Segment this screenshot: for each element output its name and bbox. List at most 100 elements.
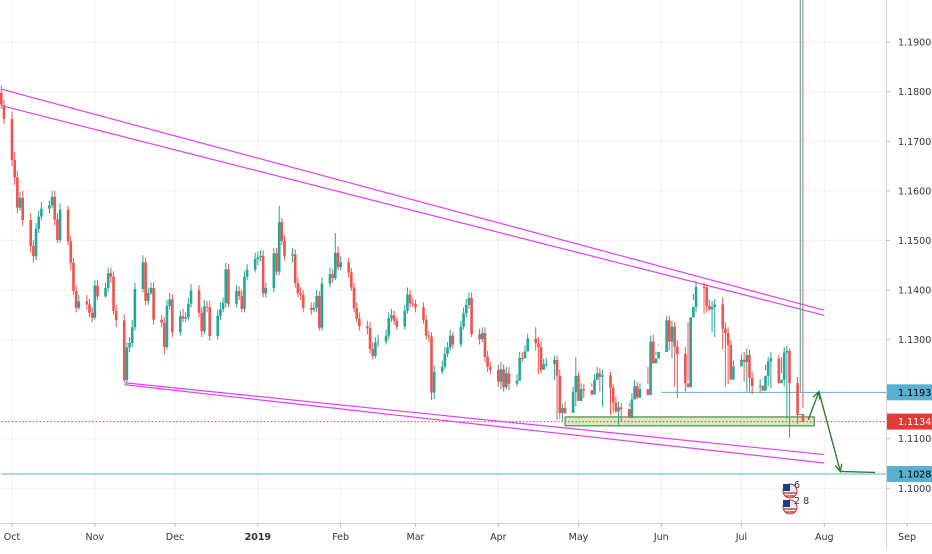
- candle: [646, 366, 650, 396]
- candle-body: [10, 118, 14, 161]
- event-flag-badge[interactable]: 6: [782, 480, 800, 499]
- candle: [673, 322, 676, 387]
- candle: [595, 366, 599, 381]
- candle-body: [619, 407, 623, 409]
- candle: [277, 205, 281, 276]
- candle-body: [34, 229, 38, 257]
- candle-body: [181, 316, 185, 319]
- time-axis[interactable]: Oct Nov Dec 2019 Feb Mar Apr May Jun Jul Aug Sep: [4, 523, 916, 543]
- candle-body: [347, 262, 350, 273]
- candle: [451, 332, 455, 349]
- price-level-layer: [1, 391, 886, 475]
- channel-trendline[interactable]: [124, 382, 825, 456]
- support-zone[interactable]: [564, 416, 815, 427]
- candle: [224, 262, 228, 308]
- candle: [657, 344, 660, 359]
- candle: [708, 299, 711, 311]
- candle-body: [74, 290, 78, 308]
- price-axis[interactable]: 1.19000 1.18000 1.17000 1.16000 1.15000 1.140…: [886, 38, 932, 495]
- candle: [561, 404, 564, 422]
- projection-segment[interactable]: [818, 391, 841, 472]
- candle-body: [130, 327, 134, 344]
- candle: [146, 287, 150, 305]
- candle: [785, 345, 789, 419]
- candle: [726, 327, 730, 385]
- candle: [486, 350, 489, 372]
- candle-body: [542, 364, 546, 370]
- candle-body: [748, 354, 751, 378]
- candle: [163, 317, 166, 355]
- candle-body: [780, 379, 783, 384]
- candle-body: [133, 289, 137, 328]
- candle-body: [243, 276, 246, 309]
- candle: [184, 312, 187, 323]
- candle-body: [539, 347, 543, 370]
- candle-body: [224, 269, 228, 303]
- candle-body: [515, 380, 519, 384]
- projection-segment[interactable]: [840, 470, 876, 474]
- candle-body: [256, 257, 260, 260]
- candle-body: [451, 335, 455, 345]
- candle-body: [676, 346, 679, 354]
- candle-body: [470, 297, 473, 335]
- candle: [526, 333, 529, 352]
- price-tick-label: 1.13000: [898, 335, 932, 346]
- candle-body: [595, 373, 599, 380]
- candle: [638, 383, 642, 399]
- candle: [670, 320, 674, 359]
- candle-body: [296, 283, 300, 294]
- time-tick-label: May: [569, 532, 589, 543]
- candle: [470, 292, 473, 338]
- event-flag-badge[interactable]: 2 8: [782, 496, 809, 515]
- candle: [553, 355, 556, 381]
- candle: [464, 298, 468, 318]
- channel-trendline[interactable]: [1, 105, 825, 316]
- candle: [448, 329, 452, 351]
- candle-body: [686, 383, 690, 388]
- candle: [467, 292, 471, 309]
- candle: [788, 348, 791, 438]
- candle-body: [37, 216, 41, 230]
- candle-body: [165, 305, 169, 348]
- candle: [69, 235, 73, 271]
- candle-body: [705, 287, 709, 306]
- candle: [798, 0, 802, 415]
- candle: [320, 277, 324, 331]
- candle-body: [384, 335, 388, 342]
- channel-trendline[interactable]: [124, 384, 825, 464]
- candle: [179, 310, 182, 336]
- candle-body: [480, 333, 484, 340]
- candle: [459, 320, 463, 348]
- candle: [122, 314, 126, 382]
- candle: [114, 304, 118, 328]
- candle: [280, 218, 284, 246]
- candle-body: [320, 283, 324, 328]
- candle: [200, 307, 204, 338]
- projection-segment[interactable]: [807, 391, 820, 421]
- candle: [427, 330, 431, 343]
- candle: [245, 264, 249, 281]
- candle-body: [483, 333, 487, 357]
- event-badge-count: 6: [794, 480, 800, 491]
- candle-body: [694, 287, 698, 307]
- channel-trendline[interactable]: [1, 88, 825, 311]
- candle-body: [740, 359, 743, 367]
- candle: [221, 297, 225, 313]
- candle: [408, 290, 412, 308]
- price-level-label: 1.11346: [898, 417, 932, 428]
- candle: [133, 282, 137, 331]
- candle-body: [90, 312, 94, 318]
- candle: [523, 345, 527, 359]
- candle: [545, 358, 548, 367]
- candle-body: [422, 307, 425, 320]
- candle: [336, 246, 340, 271]
- candle: [58, 203, 62, 243]
- candle: [256, 251, 260, 266]
- candle-body: [317, 295, 321, 328]
- candle: [796, 376, 799, 424]
- candle: [339, 256, 342, 271]
- candle-body: [462, 313, 465, 327]
- candle-body: [448, 335, 452, 348]
